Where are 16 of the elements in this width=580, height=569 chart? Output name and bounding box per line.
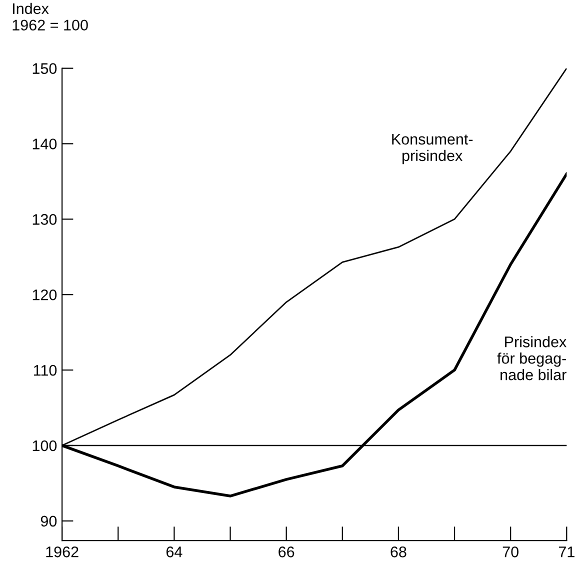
x-tick-label: 64 xyxy=(166,546,182,558)
x-tick-label: 66 xyxy=(278,546,294,558)
y-tick-label: 130 xyxy=(32,214,57,225)
y-tick-label: 150 xyxy=(32,63,57,74)
series-label: Prisindex för begag- nade bilar xyxy=(497,336,566,380)
y-tick-label: 140 xyxy=(32,138,57,150)
x-tick-label: 70 xyxy=(502,546,518,558)
x-tick-label: 71 xyxy=(558,546,574,558)
y-tick-label: 90 xyxy=(40,516,57,527)
y-tick-label: 100 xyxy=(32,440,57,452)
y-tick-label: 120 xyxy=(32,289,57,300)
y-tick-label: 110 xyxy=(34,364,57,376)
y-axis-title: Index 1962 = 100 xyxy=(12,2,88,31)
x-tick-label: 1962 xyxy=(46,546,78,558)
series-label: Konsument- prisindex xyxy=(392,134,473,164)
x-tick-label: 68 xyxy=(390,546,406,558)
